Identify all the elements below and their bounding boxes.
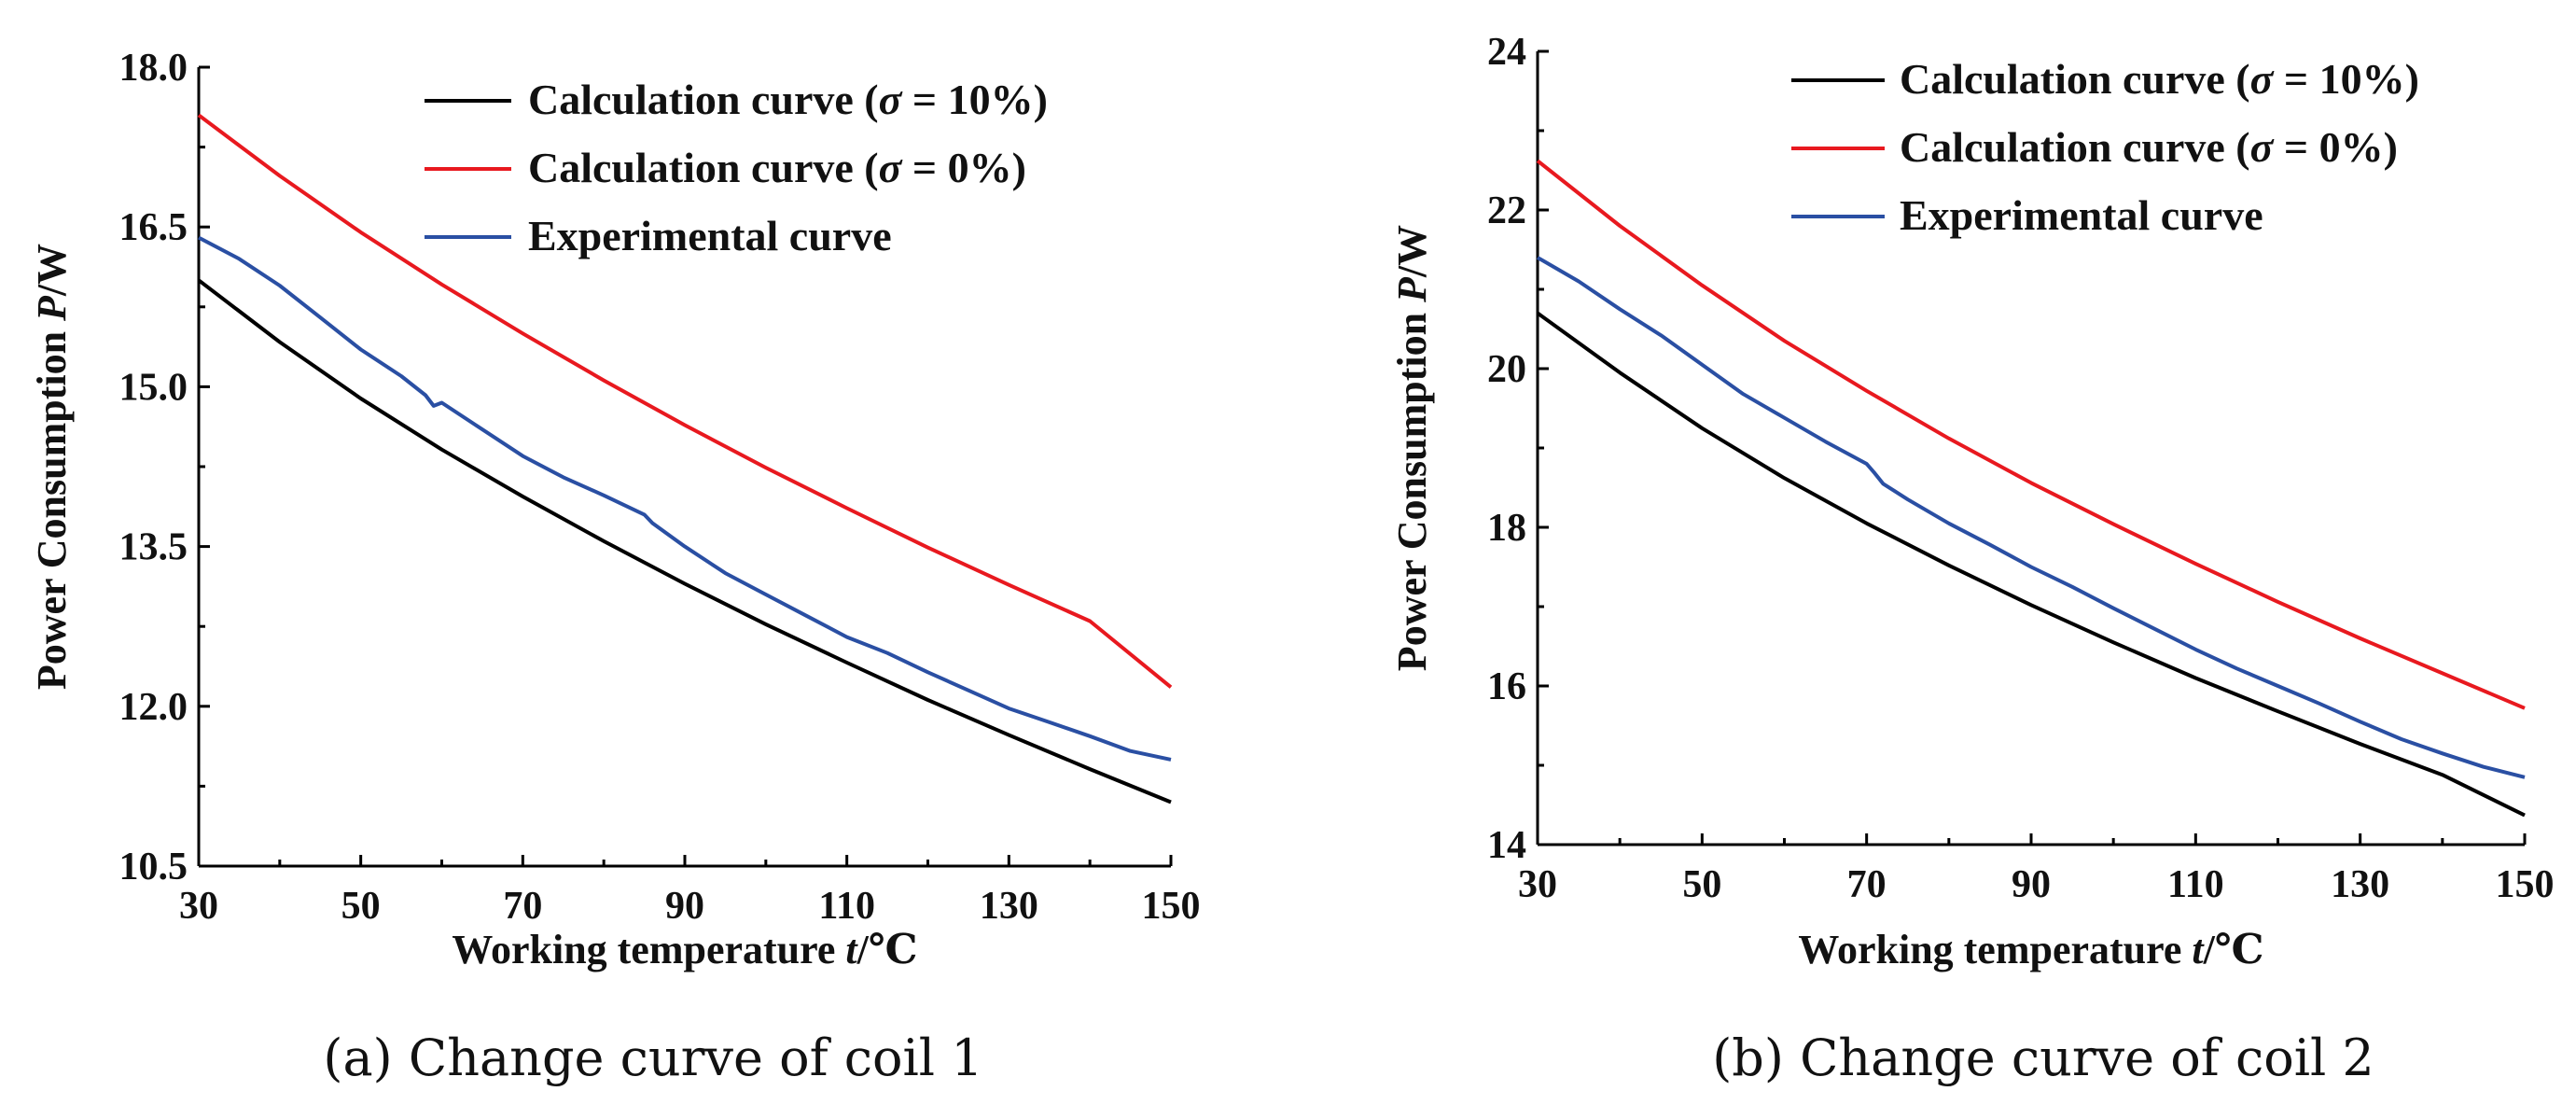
series-line-2	[197, 113, 1173, 689]
y-tick-label: 12.0	[119, 686, 188, 729]
chart-coil-2: 30 50 70 90 110 130 150 14 16 18 20 22 24 Calculation…	[1389, 31, 2555, 1087]
y-tick-label: 14	[1487, 824, 1526, 867]
x-tick-label: 50	[1682, 863, 1721, 906]
y-axis-title: Power Consumption P/W	[29, 244, 75, 690]
series-line-3	[1536, 256, 2526, 779]
legend-label-3: Experimental curve	[528, 212, 892, 259]
x-tick-label: 30	[179, 885, 218, 928]
y-tick-label: 16	[1487, 665, 1526, 708]
x-tick-label: 70	[503, 885, 542, 928]
x-tick-label: 130	[2331, 863, 2389, 906]
x-tick-label: 150	[2496, 863, 2555, 906]
y-tick-label: 18.0	[119, 47, 188, 90]
legend-label-2: Calculation curve (σ = 0%)	[1900, 123, 2398, 171]
x-tick-label: 90	[2012, 863, 2051, 906]
x-tick-label: 50	[341, 885, 381, 928]
y-tick-label: 18	[1487, 507, 1526, 550]
y-tick-label: 15.0	[119, 366, 188, 409]
figure-caption: (b) Change curve of coil 2	[1712, 1028, 2374, 1087]
series-line-1	[197, 278, 1172, 804]
x-tick-label: 70	[1847, 863, 1887, 906]
y-axis-title: Power Consumption P/W	[1389, 225, 1435, 671]
y-tick-label: 10.5	[119, 846, 188, 888]
x-tick-label: 30	[1518, 863, 1557, 906]
chart-coil-1: 30 50 70 90 110 130 150 10.5 12.0 13.5 15.0 16.5 18.…	[29, 47, 1201, 1087]
x-tick-label: 110	[818, 885, 875, 928]
series-line-2	[1536, 159, 2526, 710]
x-axis-title: Working temperature t/℃	[452, 927, 917, 972]
figure-caption: (a) Change curve of coil 1	[323, 1028, 982, 1087]
y-tick-label: 16.5	[119, 206, 188, 249]
x-tick-label: 130	[980, 885, 1038, 928]
legend-label-1: Calculation curve (σ = 10%)	[528, 76, 1048, 123]
x-tick-label: 110	[2167, 863, 2224, 906]
x-axis-title: Working temperature t/℃	[1798, 927, 2263, 972]
legend-label-1: Calculation curve (σ = 10%)	[1900, 55, 2419, 103]
x-tick-label: 150	[1142, 885, 1201, 928]
y-tick-label: 20	[1487, 348, 1526, 391]
legend-label-2: Calculation curve (σ = 0%)	[528, 144, 1026, 191]
legend-label-3: Experimental curve	[1900, 191, 2263, 239]
x-tick-label: 90	[665, 885, 704, 928]
series-line-1	[1536, 311, 2526, 818]
y-tick-label: 24	[1487, 31, 1526, 74]
y-tick-label: 22	[1487, 189, 1526, 232]
y-tick-label: 13.5	[119, 526, 188, 569]
series-line-3	[198, 235, 1172, 762]
